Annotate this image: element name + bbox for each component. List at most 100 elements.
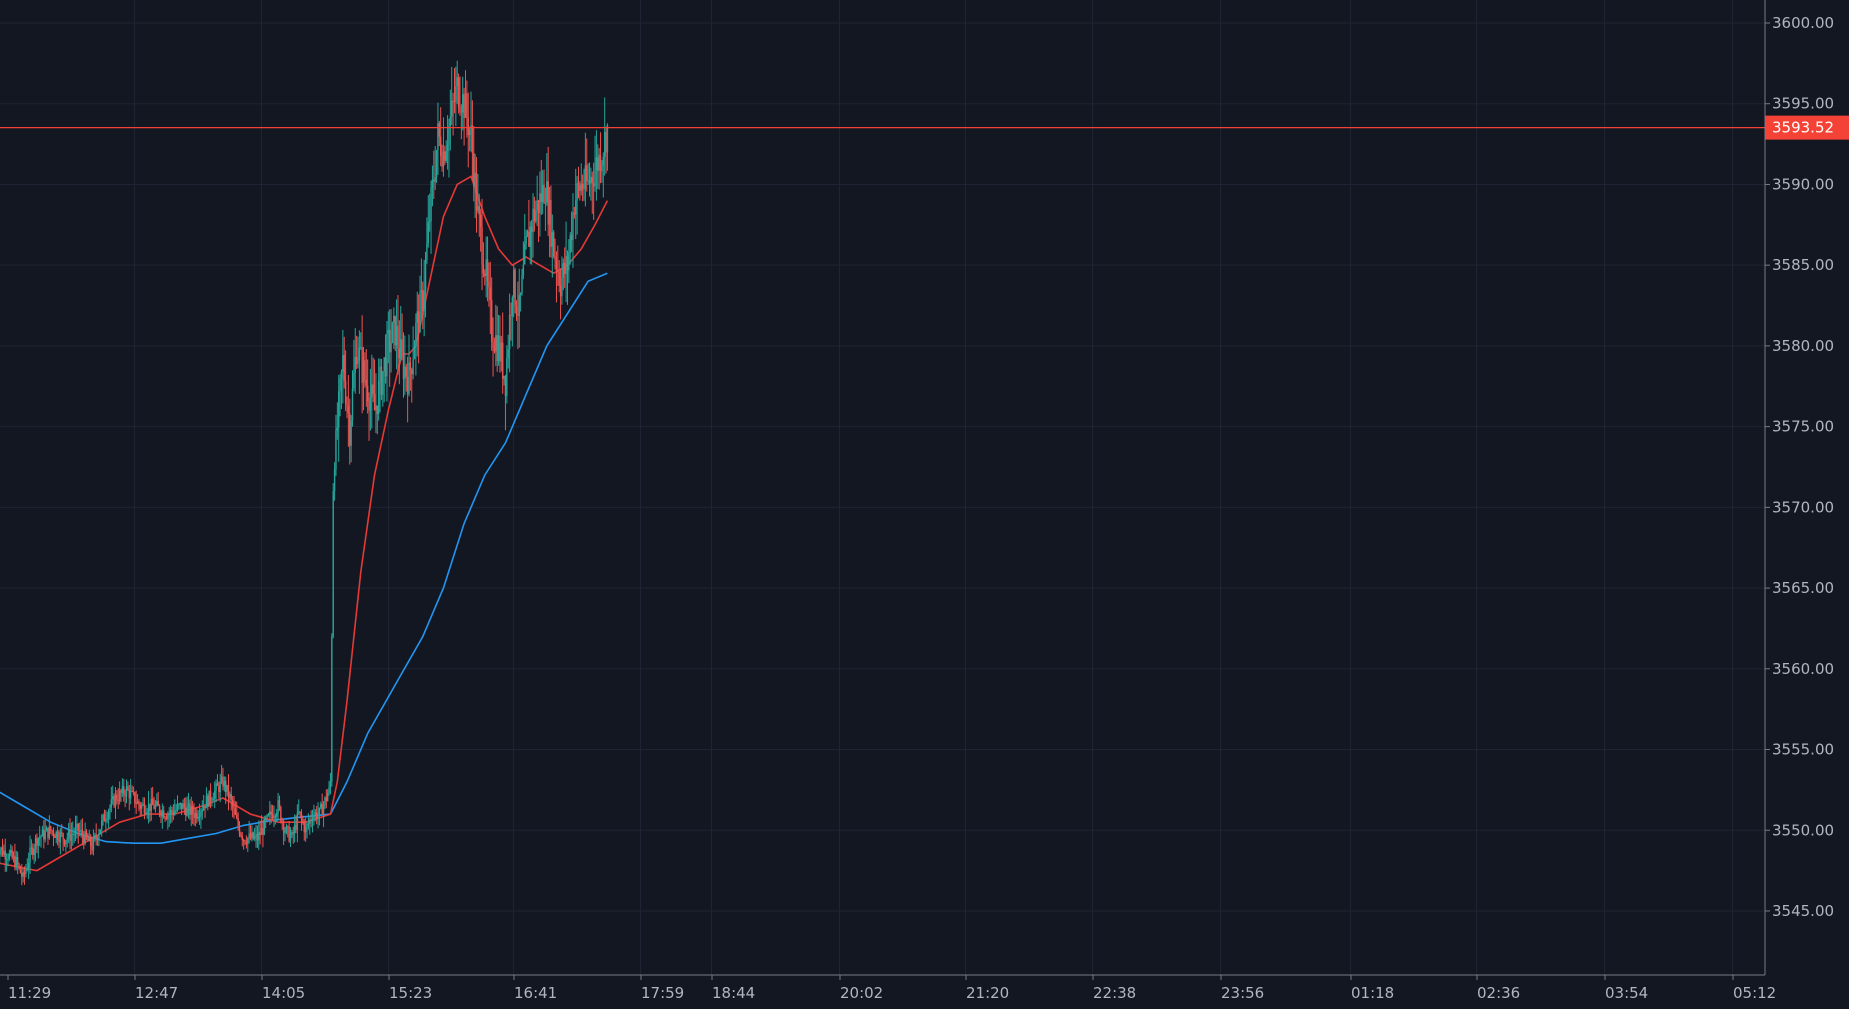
- candle-372: [507, 334, 509, 369]
- candle-260: [353, 339, 355, 392]
- candle-312: [424, 251, 427, 318]
- candle-210-body: [284, 832, 286, 834]
- candle-296: [402, 332, 405, 398]
- candle-218: [295, 815, 297, 834]
- candle-168: [226, 784, 228, 797]
- candle-336: [457, 73, 460, 114]
- candle-278-body: [377, 380, 380, 415]
- candle-324: [441, 144, 443, 172]
- candle-65-body: [84, 831, 86, 844]
- candle-242-body: [328, 787, 330, 793]
- candle-185: [249, 825, 252, 841]
- ma-slow-line: [0, 272, 608, 844]
- candle-195-body: [263, 819, 266, 835]
- candle-14: [14, 843, 16, 871]
- candle-303-body: [412, 359, 414, 375]
- candle-444-body: [606, 124, 609, 153]
- candle-74-body: [96, 837, 99, 840]
- candle-385: [525, 229, 527, 250]
- candle-5-body: [1, 847, 4, 855]
- candle-78: [102, 813, 104, 826]
- candle-27: [32, 843, 34, 860]
- candle-114-body: [151, 798, 154, 806]
- candle-264-body: [358, 347, 361, 361]
- candle-231-body: [313, 815, 315, 820]
- candle-332: [452, 92, 454, 136]
- candle-48: [61, 824, 63, 838]
- candle-178: [240, 831, 242, 838]
- candle-424: [579, 181, 581, 201]
- candle-140-body: [187, 803, 190, 807]
- candle-373-body: [508, 314, 511, 350]
- candle-262: [355, 335, 358, 369]
- candle-86: [113, 793, 115, 809]
- candle-154-body: [207, 795, 209, 807]
- candle-217-body: [293, 824, 296, 834]
- candle-232-body: [314, 812, 316, 816]
- candle-386-body: [526, 231, 529, 237]
- candle-176: [237, 812, 239, 831]
- candle-33: [40, 834, 42, 848]
- candle-299: [406, 356, 409, 423]
- candle-46: [58, 830, 60, 849]
- candle-137-body: [183, 803, 186, 808]
- candle-378: [515, 300, 518, 321]
- candle-273-body: [371, 384, 373, 398]
- candle-393: [536, 175, 538, 226]
- candle-73-body: [95, 835, 97, 838]
- candle-344: [468, 126, 471, 152]
- candle-155: [208, 790, 210, 807]
- candle-338-body: [460, 111, 463, 113]
- candle-289: [393, 307, 395, 349]
- candle-230-body: [311, 819, 314, 821]
- candle-245-body: [332, 491, 334, 637]
- candle-423-body: [577, 183, 580, 186]
- x-tick-label-9: 22:38: [1093, 984, 1136, 1002]
- candle-119-body: [158, 805, 161, 813]
- candle-244: [331, 633, 333, 787]
- candle-291: [395, 299, 398, 370]
- candle-235: [318, 807, 321, 826]
- candle-29: [34, 834, 37, 862]
- candle-92-body: [121, 786, 124, 793]
- candle-342-body: [466, 93, 468, 118]
- candle-414-body: [565, 256, 567, 275]
- candle-127-body: [169, 809, 172, 814]
- candle-6: [3, 844, 5, 858]
- candle-10: [8, 849, 11, 862]
- candle-381: [519, 292, 522, 312]
- candle-419-body: [572, 212, 574, 240]
- candle-75: [98, 828, 100, 847]
- candle-358-body: [488, 281, 490, 288]
- candle-91: [120, 788, 122, 802]
- candle-382-body: [521, 275, 523, 294]
- candle-94: [124, 789, 126, 808]
- candle-100: [132, 786, 135, 796]
- candle-33-body: [40, 836, 42, 838]
- candle-250: [339, 374, 341, 417]
- candle-50: [63, 838, 66, 847]
- candle-282: [383, 356, 385, 403]
- candle-139-body: [186, 806, 188, 816]
- candle-400-body: [546, 181, 548, 203]
- candle-37: [45, 825, 48, 832]
- candle-370-body: [504, 376, 507, 397]
- candle-37-body: [45, 827, 48, 832]
- x-tick-label-2: 14:05: [262, 984, 305, 1002]
- candle-101-body: [134, 792, 136, 804]
- candle-428: [584, 132, 587, 207]
- candle-410: [559, 268, 562, 320]
- candle-363-body: [495, 335, 497, 352]
- candle-302: [411, 367, 413, 403]
- candle-15: [15, 850, 17, 871]
- candle-83: [109, 804, 111, 820]
- candle-149-body: [200, 811, 202, 817]
- candle-171-body: [230, 794, 232, 800]
- candle-319: [434, 145, 436, 190]
- candle-29-body: [34, 838, 37, 849]
- candle-384-body: [524, 243, 526, 265]
- candle-269: [365, 349, 367, 407]
- candle-199: [269, 800, 271, 826]
